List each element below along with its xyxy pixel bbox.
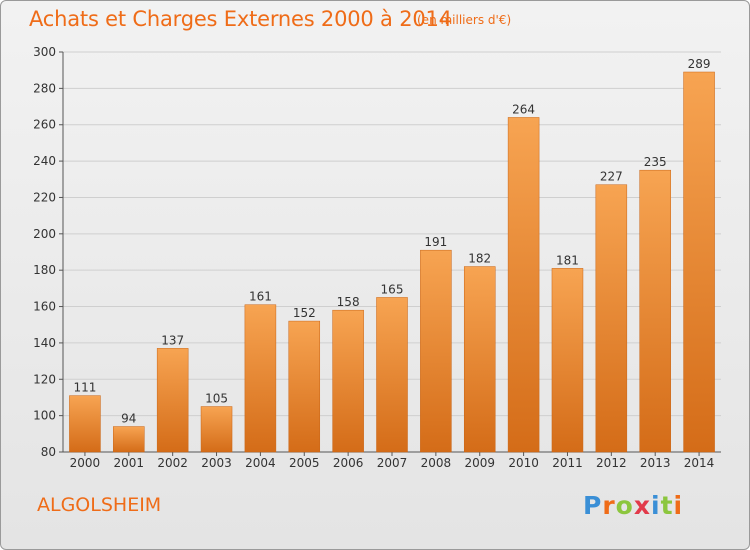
x-tick-label: 2009 [464, 456, 495, 470]
logo-letter: x [633, 491, 651, 520]
bar-value-label: 165 [381, 282, 404, 296]
bar-value-label: 161 [249, 290, 272, 304]
x-tick-label: 2008 [421, 456, 452, 470]
x-tick-label: 2003 [201, 456, 232, 470]
bars [69, 71, 715, 453]
bar [200, 406, 233, 453]
bar-value-label: 111 [73, 381, 96, 395]
x-tick-label: 2006 [333, 456, 364, 470]
x-tick-label: 2013 [640, 456, 671, 470]
x-tick-label: 2005 [289, 456, 320, 470]
y-tick-label: 80 [41, 445, 56, 459]
bar [332, 309, 364, 453]
bar-value-label: 227 [600, 170, 623, 184]
chart-title: Achats et Charges Externes 2000 à 2014 [29, 7, 452, 31]
bar [420, 249, 452, 453]
bar [376, 297, 408, 453]
y-tick-label: 200 [33, 227, 56, 241]
x-tick-label: 2001 [114, 456, 145, 470]
y-tick-label: 220 [33, 190, 56, 204]
commune-name: ALGOLSHEIM [37, 494, 162, 516]
bar [156, 348, 189, 453]
y-tick-label: 160 [33, 300, 56, 314]
x-tick-label: 2007 [377, 456, 408, 470]
logo-letter: t [660, 491, 674, 520]
bar [113, 426, 145, 453]
logo-letter: r [602, 491, 616, 520]
bar-value-label: 182 [468, 252, 491, 266]
bar-value-label: 264 [512, 102, 535, 116]
logo-letter: P [583, 491, 603, 520]
bar-value-label: 94 [121, 412, 136, 426]
y-tick-label: 140 [33, 336, 56, 350]
logo-letter: i [651, 491, 661, 520]
y-tick-label: 260 [33, 118, 56, 132]
y-tick-label: 120 [33, 372, 56, 386]
logo-letter: i [673, 491, 684, 520]
bar-value-label: 289 [688, 57, 711, 71]
bar [69, 395, 101, 453]
x-tick-label: 2011 [552, 456, 583, 470]
bar [551, 268, 584, 453]
bar [288, 320, 321, 453]
x-tick-label: 2000 [70, 456, 101, 470]
logo-letter: o [615, 491, 634, 520]
x-tick-label: 2002 [157, 456, 188, 470]
bar [639, 169, 671, 453]
bar-value-label: 191 [424, 235, 447, 249]
bar-value-label: 181 [556, 253, 579, 267]
bar-value-label: 152 [293, 306, 316, 320]
y-tick-label: 300 [33, 45, 56, 59]
x-tick-label: 2014 [684, 456, 715, 470]
x-tick-label: 2012 [596, 456, 627, 470]
bar-value-label: 105 [205, 392, 228, 406]
chart-subtitle: (en milliers d'€) [417, 13, 512, 27]
bar [683, 71, 715, 453]
x-tick-label: 2004 [245, 456, 276, 470]
bar [244, 304, 277, 453]
bar [463, 266, 496, 453]
bar-value-label: 158 [337, 295, 360, 309]
bar [507, 117, 540, 453]
bar [595, 184, 628, 453]
proxiti-logo[interactable]: Proxiti [583, 491, 683, 520]
labels: 80 100 120 140 160 180 200 220 240 260 280 300 111 20… [33, 45, 714, 470]
y-tick-label: 180 [33, 263, 56, 277]
bar-value-label: 235 [644, 155, 667, 169]
x-tick-label: 2010 [508, 456, 539, 470]
y-tick-label: 240 [33, 154, 56, 168]
y-tick-label: 100 [33, 409, 56, 423]
y-tick-label: 280 [33, 81, 56, 95]
bar-value-label: 137 [161, 333, 184, 347]
